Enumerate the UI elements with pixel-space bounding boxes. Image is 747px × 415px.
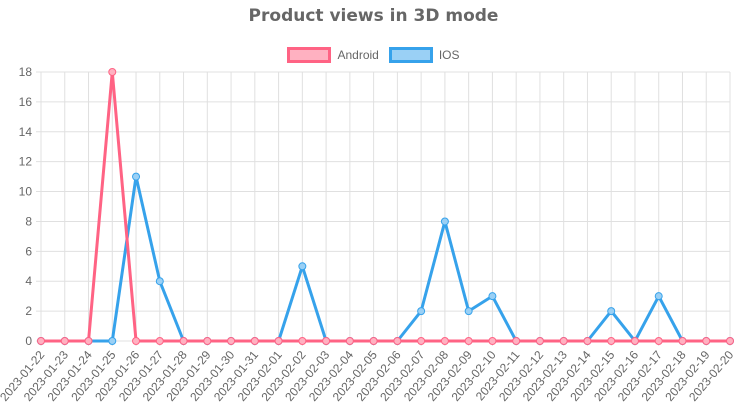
data-point[interactable] (274, 337, 283, 345)
y-tick-label: 0 (25, 334, 32, 348)
series-ios (37, 172, 734, 345)
data-point[interactable] (464, 307, 473, 316)
data-point[interactable] (298, 337, 307, 345)
series-android (37, 68, 734, 345)
y-tick-label: 2 (25, 304, 32, 318)
data-point[interactable] (393, 337, 402, 345)
data-point[interactable] (678, 337, 687, 345)
data-point[interactable] (654, 292, 663, 301)
data-point[interactable] (155, 337, 164, 345)
data-point[interactable] (559, 337, 568, 345)
data-point[interactable] (84, 337, 93, 345)
data-point[interactable] (179, 337, 188, 345)
data-point[interactable] (512, 337, 521, 345)
data-point[interactable] (203, 337, 212, 345)
legend-item-ios[interactable]: IOS (388, 47, 460, 63)
y-tick-label: 12 (19, 155, 33, 169)
data-point[interactable] (726, 337, 734, 345)
data-point[interactable] (298, 262, 307, 271)
legend-swatch-android (287, 47, 332, 63)
data-point[interactable] (630, 337, 639, 345)
data-point[interactable] (417, 337, 426, 345)
data-series (37, 68, 734, 345)
y-tick-label: 4 (25, 274, 32, 288)
data-point[interactable] (369, 337, 378, 345)
data-point[interactable] (464, 337, 473, 345)
y-tick-label: 6 (25, 244, 32, 258)
y-tick-label: 18 (19, 65, 33, 79)
data-point[interactable] (132, 337, 141, 345)
y-axis: 0 2 4 6 8 10 12 14 16 18 (19, 65, 33, 348)
legend-item-android[interactable]: Android (287, 47, 379, 63)
data-point[interactable] (607, 307, 616, 316)
data-point[interactable] (702, 337, 711, 345)
data-point[interactable] (345, 337, 354, 345)
chart-legend: Android IOS (0, 47, 747, 63)
data-point[interactable] (37, 337, 45, 345)
data-point[interactable] (607, 337, 616, 345)
y-tick-label: 14 (19, 125, 33, 139)
data-point[interactable] (417, 307, 426, 316)
data-point[interactable] (488, 337, 497, 345)
data-point[interactable] (108, 337, 117, 345)
legend-swatch-ios (388, 47, 433, 63)
data-point[interactable] (440, 217, 449, 226)
x-axis: 2023-01-222023-01-232023-01-242023-01-25… (0, 348, 737, 404)
chart-title: Product views in 3D mode (248, 6, 499, 26)
data-point[interactable] (583, 337, 592, 345)
y-tick-label: 8 (25, 214, 32, 228)
data-point[interactable] (488, 292, 497, 301)
data-point[interactable] (250, 337, 259, 345)
data-point[interactable] (440, 337, 449, 345)
grid-lines (36, 71, 731, 346)
data-point[interactable] (322, 337, 331, 345)
data-point[interactable] (60, 337, 69, 345)
legend-label-android: Android (337, 48, 379, 62)
data-point[interactable] (227, 337, 236, 345)
data-point[interactable] (535, 337, 544, 345)
data-point[interactable] (155, 277, 164, 286)
legend-label-ios: IOS (438, 48, 460, 62)
y-tick-label: 16 (19, 95, 33, 109)
y-tick-label: 10 (19, 185, 33, 199)
data-point[interactable] (108, 68, 117, 76)
data-point[interactable] (132, 172, 141, 181)
data-point[interactable] (654, 337, 663, 345)
